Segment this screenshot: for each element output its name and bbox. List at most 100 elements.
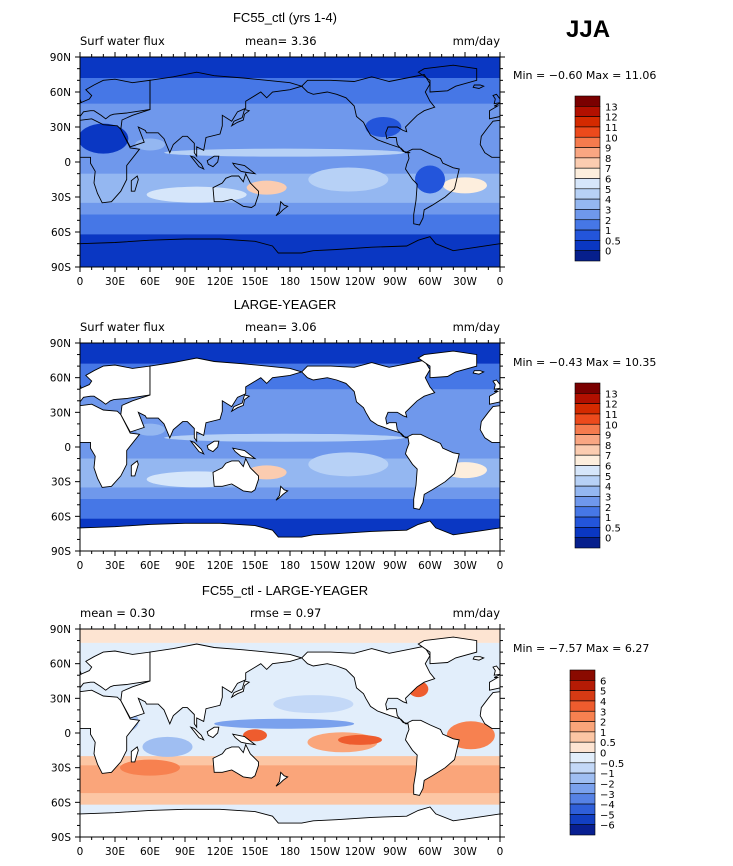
- colorbar-label: 0.5: [600, 738, 616, 749]
- colorbar-swatch: [574, 147, 601, 159]
- field-band: [80, 214, 500, 235]
- land-borneo: [206, 726, 220, 739]
- colorbar-label: 3: [605, 492, 611, 503]
- field-band: [80, 629, 500, 643]
- lon-label: 120E: [207, 560, 234, 572]
- colorbar-swatch: [574, 496, 601, 508]
- colorbar-swatch: [569, 803, 596, 815]
- colorbar-swatch: [574, 229, 601, 241]
- land-britain: [492, 665, 500, 676]
- min-max-label: Min = −7.57 Max = 6.27: [513, 642, 649, 655]
- lon-label: 0: [77, 846, 84, 858]
- lat-label: 60N: [50, 87, 71, 99]
- lat-label: 30N: [50, 407, 71, 419]
- colorbar-swatch: [574, 537, 601, 549]
- colorbar-label: −3: [600, 790, 615, 801]
- land-sumatra: [189, 440, 205, 455]
- colorbar-label: 8: [605, 154, 611, 165]
- mean-label: mean= 3.06: [245, 320, 317, 334]
- panel-title: FC55_ctl - LARGE-YEAGER: [202, 583, 368, 598]
- lat-label: 0: [64, 442, 71, 454]
- colorbar-swatch: [574, 157, 601, 169]
- colorbar-label: 12: [605, 113, 618, 124]
- land-greenland: [417, 350, 478, 379]
- field-blob: [308, 452, 389, 477]
- land-samer: [405, 719, 460, 796]
- lon-label: 120W: [345, 846, 376, 858]
- colorbar-swatch: [574, 240, 601, 251]
- land-samer: [405, 148, 460, 226]
- lon-label: 0: [497, 276, 504, 288]
- colorbar-label: 4: [600, 697, 606, 708]
- field-blob: [164, 433, 405, 442]
- colorbar-swatch: [574, 198, 601, 210]
- colorbar-label: 11: [605, 410, 618, 421]
- colorbar-label: −6: [600, 821, 615, 832]
- colorbar-swatch: [569, 690, 596, 702]
- lat-label: 60N: [50, 373, 71, 385]
- land-antarctica: [80, 806, 500, 837]
- lon-label: 90W: [383, 276, 407, 288]
- colorbar-swatch: [574, 178, 601, 190]
- field-band: [80, 57, 500, 78]
- colorbar-swatch: [574, 454, 601, 466]
- colorbar-swatch: [574, 116, 601, 128]
- lat-label: 0: [64, 728, 71, 740]
- lat-label: 90S: [51, 546, 71, 558]
- field-blob: [214, 718, 355, 729]
- lon-label: 30E: [105, 846, 125, 858]
- colorbar-swatch: [574, 126, 601, 138]
- colorbar-swatch: [569, 680, 596, 691]
- colorbar-swatch: [569, 669, 596, 681]
- map-panel-2: LARGE-YEAGER Surf water flux mean= 3.06 mm/…: [50, 297, 657, 572]
- land-madagascar: [130, 175, 139, 192]
- variable-label: Surf water flux: [80, 320, 165, 334]
- lon-label: 60W: [418, 846, 442, 858]
- lon-label: 120W: [345, 560, 376, 572]
- land-austr: [212, 457, 259, 493]
- colorbar-label: −1: [600, 769, 615, 780]
- land-madagascar: [130, 460, 139, 477]
- field-band: [80, 499, 500, 519]
- colorbar-swatch: [574, 506, 601, 518]
- colorbar-swatch: [574, 393, 601, 404]
- season-label: JJA: [566, 16, 611, 43]
- colorbar-swatch: [569, 793, 596, 805]
- colorbar-swatch: [574, 136, 601, 148]
- land-newguinea: [231, 447, 257, 460]
- colorbar-label: −5: [600, 810, 615, 821]
- lon-label: 150E: [242, 560, 269, 572]
- colorbar-swatch: [574, 434, 601, 446]
- colorbar-label: 13: [605, 102, 618, 113]
- colorbar-swatch: [569, 752, 596, 764]
- colorbar-label: 12: [605, 400, 618, 411]
- lon-label: 60E: [140, 276, 160, 288]
- land-antarctica: [80, 236, 500, 267]
- lat-label: 60N: [50, 659, 71, 671]
- land-iceland: [472, 370, 485, 375]
- land-europe: [489, 674, 500, 691]
- mean-label: mean= 3.36: [245, 34, 317, 48]
- colorbar-swatch: [569, 783, 596, 795]
- land-europe: [489, 388, 500, 405]
- lat-label: 90N: [50, 338, 71, 350]
- colorbar-swatch: [574, 527, 601, 538]
- colorbar-label: 10: [605, 133, 618, 144]
- colorbar-label: 7: [605, 164, 611, 175]
- colorbar-label: 3: [600, 707, 606, 718]
- land-nz: [275, 485, 289, 501]
- colorbar-label: 2: [605, 503, 611, 514]
- colorbar-swatch: [569, 741, 596, 753]
- colorbar-label: 6: [600, 676, 606, 687]
- field-blob: [135, 138, 165, 151]
- panel-title: LARGE-YEAGER: [234, 297, 337, 312]
- panel-title: FC55_ctl (yrs 1-4): [233, 10, 337, 25]
- land-britain: [80, 98, 82, 104]
- colorbar-swatch: [569, 721, 596, 733]
- lat-label: 90N: [50, 52, 71, 64]
- lon-label: 120E: [207, 846, 234, 858]
- lat-label: 90S: [51, 832, 71, 844]
- colorbar-swatch: [569, 762, 596, 774]
- lon-label: 90E: [175, 846, 195, 858]
